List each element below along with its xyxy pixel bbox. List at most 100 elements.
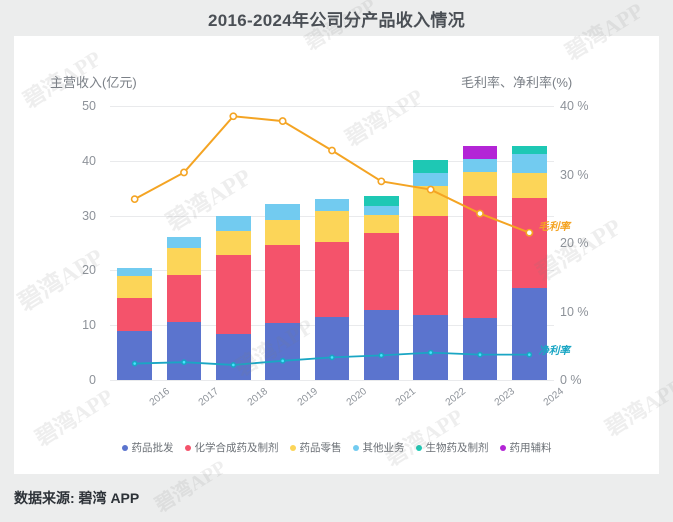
line-data-point[interactable] xyxy=(181,359,187,366)
left-axis-title: 主营收入(亿元) xyxy=(50,75,137,90)
legend-item[interactable]: 其他业务 xyxy=(352,440,405,455)
bar-segment xyxy=(117,330,152,380)
bar-segment xyxy=(413,315,448,380)
chart-footer: 数据来源: 碧湾 APP xyxy=(0,474,673,522)
bar-segment xyxy=(364,232,399,310)
line-data-point[interactable] xyxy=(427,349,434,356)
legend-color-swatch xyxy=(352,444,359,451)
bar-segment xyxy=(364,196,399,207)
bar-stack[interactable] xyxy=(364,106,399,380)
bar-segment xyxy=(512,153,547,174)
legend-item[interactable]: 化学合成药及制剂 xyxy=(184,440,279,455)
bar-segment xyxy=(462,171,498,197)
legend-color-swatch xyxy=(415,444,422,451)
line-series-group xyxy=(130,112,534,368)
bar-segment xyxy=(314,241,350,317)
bar-stack[interactable] xyxy=(117,106,152,380)
bar-stack[interactable] xyxy=(413,106,448,380)
line-series-label: 毛利率 xyxy=(538,220,570,233)
line-data-point[interactable] xyxy=(477,351,483,358)
bar-segment xyxy=(216,230,251,256)
legend-item[interactable]: 药品零售 xyxy=(289,440,342,455)
line-data-point[interactable] xyxy=(180,168,188,177)
bar-segment xyxy=(413,173,448,186)
line-data-point[interactable] xyxy=(130,195,139,204)
bar-segment xyxy=(364,214,399,233)
legend-label: 化学合成药及制剂 xyxy=(194,442,279,454)
bar-segment xyxy=(462,159,498,172)
bar-segment xyxy=(265,219,300,246)
legend-color-swatch xyxy=(499,444,506,451)
bar-segment xyxy=(413,216,448,316)
left-axis-tick-label: 30 xyxy=(82,208,96,223)
right-axis-tick-label: 20 % xyxy=(560,236,589,250)
bar-segment xyxy=(265,245,300,323)
bar-segment xyxy=(265,323,300,380)
bar-segment xyxy=(117,298,152,331)
data-source-label: 数据来源: 碧湾 APP xyxy=(14,490,140,506)
right-axis-tick-label: 0 % xyxy=(560,373,582,387)
line-data-point[interactable] xyxy=(328,146,336,155)
chart-legend: 药品批发 化学合成药及制剂 药品零售 其他业务 生物药及制剂 药用辅料 xyxy=(14,440,659,455)
legend-item[interactable]: 生物药及制剂 xyxy=(415,440,489,455)
left-axis-tick-label: 10 xyxy=(82,318,96,333)
line-series-label: 净利率 xyxy=(538,344,570,357)
legend-item[interactable]: 药用辅料 xyxy=(499,440,552,455)
bar-segment xyxy=(462,318,498,380)
line-data-point[interactable] xyxy=(377,177,386,186)
chart-card: 主营收入(亿元) 毛利率、净利率(%) 0 10 20 30 40 50 0 % 10 % 2… xyxy=(14,36,659,474)
bar-segment xyxy=(413,160,448,174)
left-axis-tick-label: 50 xyxy=(82,99,96,113)
line-data-point[interactable] xyxy=(230,362,237,368)
line-data-point[interactable] xyxy=(476,209,484,218)
left-axis-tick-label: 40 xyxy=(82,153,96,168)
right-axis-title: 毛利率、净利率(%) xyxy=(461,75,573,90)
bar-segment xyxy=(462,146,498,160)
legend-color-swatch xyxy=(121,444,128,451)
line-data-point[interactable] xyxy=(131,360,138,367)
bar-segment xyxy=(314,199,350,212)
bar-segment xyxy=(265,203,300,220)
bar-segment xyxy=(512,287,547,380)
legend-label: 药用辅料 xyxy=(509,442,552,454)
bar-segment xyxy=(166,274,202,322)
bar-segment xyxy=(512,146,547,154)
bar-stack[interactable] xyxy=(265,106,300,380)
legend-color-swatch xyxy=(289,444,296,451)
page-title: 2016-2024年公司分产品收入情况 xyxy=(208,10,465,30)
line-data-point[interactable] xyxy=(525,228,534,237)
bar-segment xyxy=(314,211,350,242)
line-data-point[interactable] xyxy=(378,352,385,359)
right-axis-tick-label: 10 % xyxy=(560,304,589,319)
legend-item[interactable]: 药品批发 xyxy=(121,440,174,455)
line-data-point[interactable] xyxy=(229,112,238,121)
line-data-point[interactable] xyxy=(279,357,286,364)
bar-stack[interactable] xyxy=(512,106,547,380)
legend-label: 其他业务 xyxy=(362,442,405,454)
bar-segment xyxy=(117,276,152,299)
line-data-point[interactable] xyxy=(278,117,287,125)
bar-segment xyxy=(314,316,350,380)
bar-stack[interactable] xyxy=(314,106,350,380)
bar-stack[interactable] xyxy=(216,106,251,380)
gridline xyxy=(110,160,554,162)
line-data-point[interactable] xyxy=(426,185,435,194)
right-axis-tick-label: 40 % xyxy=(560,99,589,113)
bar-segment xyxy=(166,236,202,249)
bar-segment xyxy=(117,267,152,277)
legend-label: 药品批发 xyxy=(131,442,174,454)
bar-segment xyxy=(512,173,547,198)
gridline xyxy=(110,380,554,381)
line-path xyxy=(134,115,530,234)
bar-segment xyxy=(216,255,251,334)
bar-stack[interactable] xyxy=(166,106,202,380)
right-axis-tick-label: 30 % xyxy=(560,167,589,182)
line-data-point[interactable] xyxy=(329,354,335,361)
bar-segment xyxy=(216,333,251,380)
bar-segment xyxy=(216,215,251,231)
bar-segment xyxy=(166,248,202,275)
left-axis-tick-label: 20 xyxy=(82,263,96,278)
line-data-point[interactable] xyxy=(526,351,533,358)
bar-segment xyxy=(512,197,547,288)
bar-stack[interactable] xyxy=(462,106,498,380)
